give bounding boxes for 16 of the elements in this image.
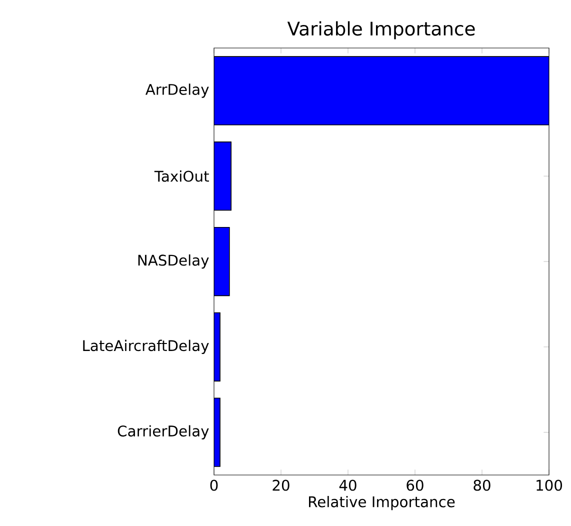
x-tick-label: 0 (210, 480, 218, 491)
y-tick-label: CarrierDelay (118, 425, 209, 440)
x-tick-label: 40 (339, 480, 356, 491)
y-tick-label: TaxiOut (154, 170, 209, 182)
x-tick-label: 20 (272, 480, 290, 491)
bar (214, 56, 549, 126)
y-tick-label: NASDelay (138, 254, 209, 269)
y-tick-label: LateAircraftDelay (83, 340, 209, 354)
bar (214, 142, 232, 211)
x-tick-label: 80 (474, 480, 490, 491)
x-tick-label: 60 (406, 480, 424, 491)
bar (214, 226, 230, 296)
y-tick-label: ArrDelay (146, 84, 209, 98)
x-axis-title: Relative Importance (309, 496, 455, 510)
x-tick-label: 100 (536, 480, 562, 491)
chart-title: Variable Importance (287, 21, 475, 40)
